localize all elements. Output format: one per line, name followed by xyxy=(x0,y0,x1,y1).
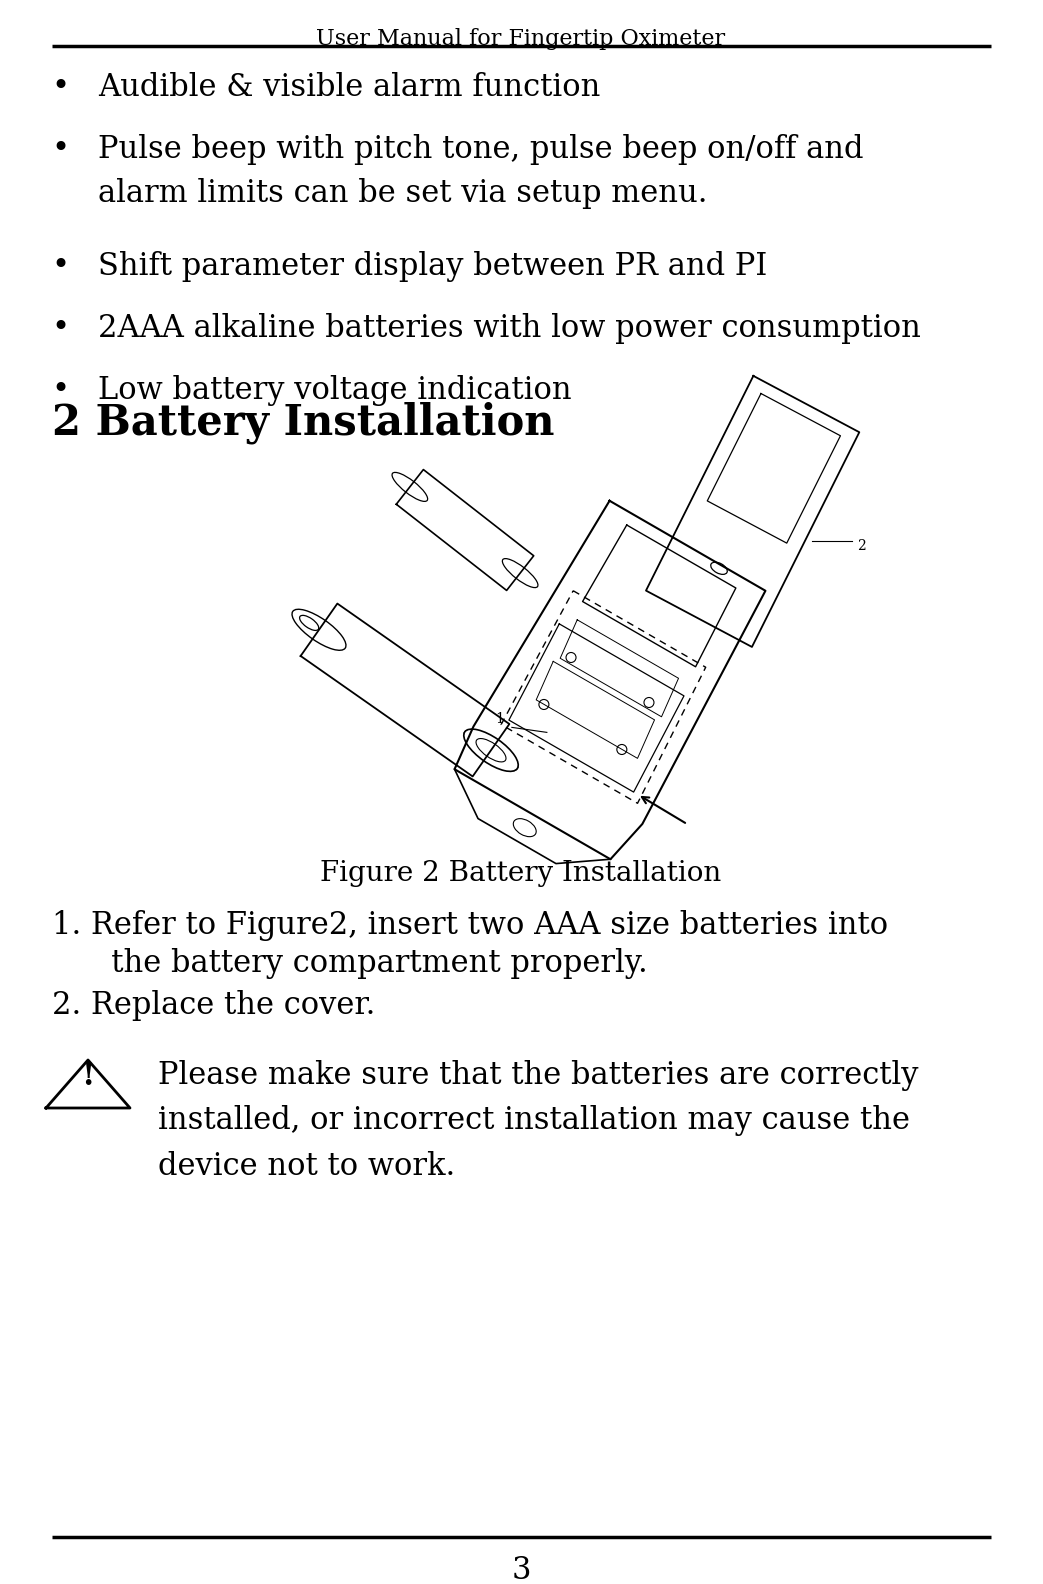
Text: Please make sure that the batteries are correctly
installed, or incorrect instal: Please make sure that the batteries are … xyxy=(157,1060,919,1182)
Text: User Manual for Fingertip Oximeter: User Manual for Fingertip Oximeter xyxy=(316,29,726,51)
Text: 2: 2 xyxy=(857,539,866,553)
Text: •: • xyxy=(51,250,69,282)
Text: !: ! xyxy=(81,1061,95,1093)
Text: •: • xyxy=(51,375,69,406)
Ellipse shape xyxy=(464,729,518,771)
Text: Audible & visible alarm function: Audible & visible alarm function xyxy=(98,71,601,103)
Text: 1. Refer to Figure2, insert two AAA size batteries into: 1. Refer to Figure2, insert two AAA size… xyxy=(52,909,889,941)
Text: Figure 2 Battery Installation: Figure 2 Battery Installation xyxy=(320,860,722,887)
Text: 1: 1 xyxy=(495,713,504,727)
Text: •: • xyxy=(51,314,69,344)
Text: Low battery voltage indication: Low battery voltage indication xyxy=(98,375,572,406)
Text: Pulse beep with pitch tone, pulse beep on/off and
alarm limits can be set via se: Pulse beep with pitch tone, pulse beep o… xyxy=(98,135,864,209)
Text: the battery compartment properly.: the battery compartment properly. xyxy=(82,947,648,979)
Text: 3: 3 xyxy=(511,1555,531,1584)
Text: 2 Battery Installation: 2 Battery Installation xyxy=(52,402,555,445)
Text: Shift parameter display between PR and PI: Shift parameter display between PR and P… xyxy=(98,250,768,282)
Text: 2AAA alkaline batteries with low power consumption: 2AAA alkaline batteries with low power c… xyxy=(98,314,921,344)
Text: •: • xyxy=(51,135,69,165)
Text: 2. Replace the cover.: 2. Replace the cover. xyxy=(52,990,375,1022)
Text: •: • xyxy=(51,71,69,103)
